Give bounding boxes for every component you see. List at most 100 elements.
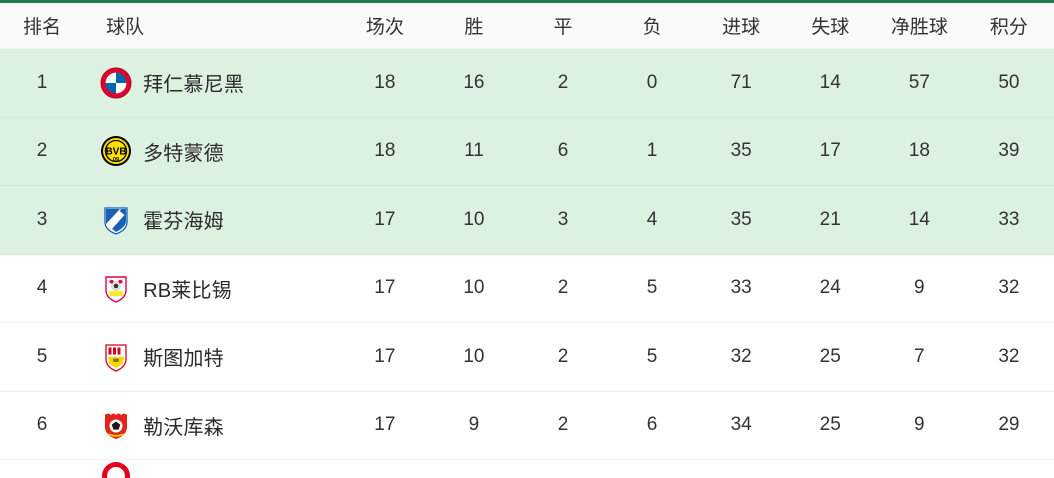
row-drawn: 2 — [518, 322, 608, 392]
svg-text:04: 04 — [114, 432, 118, 436]
table-row[interactable]: 6 04 勒沃库森 17 9 — [0, 391, 1054, 460]
column-header-played[interactable]: 场次 — [340, 3, 430, 49]
row-goals-for: 71 — [696, 48, 786, 118]
row-rank: 2 — [0, 117, 85, 186]
row-goals-for: 34 — [696, 391, 786, 460]
column-header-drawn[interactable]: 平 — [518, 3, 608, 49]
row-goal-diff: 57 — [874, 48, 964, 118]
row-goal-diff: 9 — [874, 391, 964, 460]
red-club-crest-icon — [102, 462, 131, 478]
table-row[interactable]: 4 RB莱比锡 17 10 — [0, 254, 1054, 323]
hoffenheim-crest-icon — [104, 207, 128, 235]
column-header-goals-against[interactable]: 失球 — [785, 3, 875, 49]
column-header-goals-for[interactable]: 进球 — [696, 3, 786, 49]
table-row[interactable]: 1 拜仁慕尼黑 — [0, 48, 1054, 118]
column-header-goal-diff[interactable]: 净胜球 — [874, 3, 964, 49]
row-lost: 5 — [607, 322, 697, 392]
row-points: 32 — [963, 322, 1054, 392]
row-played: 17 — [340, 254, 430, 323]
column-header-team[interactable]: 球队 — [84, 3, 341, 49]
row-team-cell[interactable] — [84, 459, 341, 478]
row-played: 18 — [340, 117, 430, 186]
row-played: 17 — [340, 185, 430, 255]
row-drawn: 6 — [518, 117, 608, 186]
row-lost: 4 — [607, 185, 697, 255]
row-goals-against: 25 — [785, 322, 875, 392]
row-goals-for: 35 — [696, 185, 786, 255]
rb-leipzig-crest-icon — [105, 276, 127, 304]
row-team-name: 斯图加特 — [143, 348, 224, 371]
row-points: 29 — [963, 391, 1054, 460]
column-header-lost[interactable]: 负 — [607, 3, 697, 49]
row-goals-against — [785, 459, 875, 478]
row-drawn: 3 — [518, 185, 608, 255]
row-points: 32 — [963, 254, 1054, 323]
column-header-won[interactable]: 胜 — [429, 3, 519, 49]
row-team-name: 拜仁慕尼黑 — [143, 74, 245, 97]
column-header-rank[interactable]: 排名 — [0, 3, 85, 49]
row-lost: 6 — [607, 391, 697, 460]
row-drawn: 2 — [518, 391, 608, 460]
bayer-leverkusen-crest-icon: 04 — [105, 413, 128, 440]
standings-scroll-container[interactable]: 排名 球队 场次 胜 平 负 进球 失球 净胜球 积分 1 — [0, 3, 1054, 478]
row-goals-for: 33 — [696, 254, 786, 323]
row-rank: 5 — [0, 322, 85, 392]
row-lost: 0 — [607, 48, 697, 118]
row-goals-against: 24 — [785, 254, 875, 323]
row-points — [963, 459, 1054, 478]
row-goal-diff: 9 — [874, 254, 964, 323]
table-row[interactable]: 2 BVB 09 多特蒙德 18 11 6 — [0, 117, 1054, 186]
row-team-cell[interactable]: 斯图加特 — [84, 322, 341, 392]
row-won: 10 — [429, 322, 519, 392]
row-team-cell[interactable]: 霍芬海姆 — [84, 185, 341, 255]
row-won: 9 — [429, 391, 519, 460]
row-team-cell[interactable]: 04 勒沃库森 — [84, 391, 341, 460]
borussia-dortmund-crest-icon: BVB 09 — [101, 136, 132, 167]
row-rank — [0, 459, 85, 478]
row-team-name: RB莱比锡 — [143, 279, 232, 302]
row-goal-diff — [874, 459, 964, 478]
row-won: 16 — [429, 48, 519, 118]
row-lost — [607, 459, 697, 478]
row-team-name: 勒沃库森 — [143, 416, 224, 439]
row-goals-against: 25 — [785, 391, 875, 460]
row-goals-against: 17 — [785, 117, 875, 186]
row-drawn — [518, 459, 608, 478]
row-rank: 1 — [0, 48, 85, 118]
row-played: 17 — [340, 322, 430, 392]
table-row[interactable] — [0, 459, 1054, 478]
vfb-stuttgart-crest-icon — [105, 344, 127, 372]
row-rank: 3 — [0, 185, 85, 255]
row-points: 39 — [963, 117, 1054, 186]
table-header-row: 排名 球队 场次 胜 平 负 进球 失球 净胜球 积分 — [0, 3, 1054, 49]
row-points: 50 — [963, 48, 1054, 118]
table-row[interactable]: 3 霍芬海姆 17 10 3 4 35 — [0, 185, 1054, 255]
row-team-name: 多特蒙德 — [143, 142, 224, 165]
row-goals-against: 21 — [785, 185, 875, 255]
league-standings-table: 排名 球队 场次 胜 平 负 进球 失球 净胜球 积分 1 — [0, 3, 1054, 478]
row-played — [340, 459, 430, 478]
row-rank: 6 — [0, 391, 85, 460]
row-goal-diff: 18 — [874, 117, 964, 186]
row-team-cell[interactable]: 拜仁慕尼黑 — [84, 48, 341, 118]
row-played: 17 — [340, 391, 430, 460]
row-team-cell[interactable]: RB莱比锡 — [84, 254, 341, 323]
top-accent-bar — [0, 0, 1054, 3]
row-won: 10 — [429, 185, 519, 255]
row-won: 10 — [429, 254, 519, 323]
row-goals-against: 14 — [785, 48, 875, 118]
row-goal-diff: 7 — [874, 322, 964, 392]
row-points: 33 — [963, 185, 1054, 255]
row-rank: 4 — [0, 254, 85, 323]
row-goal-diff: 14 — [874, 185, 964, 255]
row-team-cell[interactable]: BVB 09 多特蒙德 — [84, 117, 341, 186]
row-goals-for: 35 — [696, 117, 786, 186]
row-goals-for: 32 — [696, 322, 786, 392]
row-played: 18 — [340, 48, 430, 118]
table-row[interactable]: 5 斯图加特 17 — [0, 322, 1054, 392]
svg-text:BVB: BVB — [106, 147, 127, 158]
svg-text:09: 09 — [113, 157, 119, 163]
column-header-points[interactable]: 积分 — [963, 3, 1054, 49]
row-lost: 1 — [607, 117, 697, 186]
row-won: 11 — [429, 117, 519, 186]
